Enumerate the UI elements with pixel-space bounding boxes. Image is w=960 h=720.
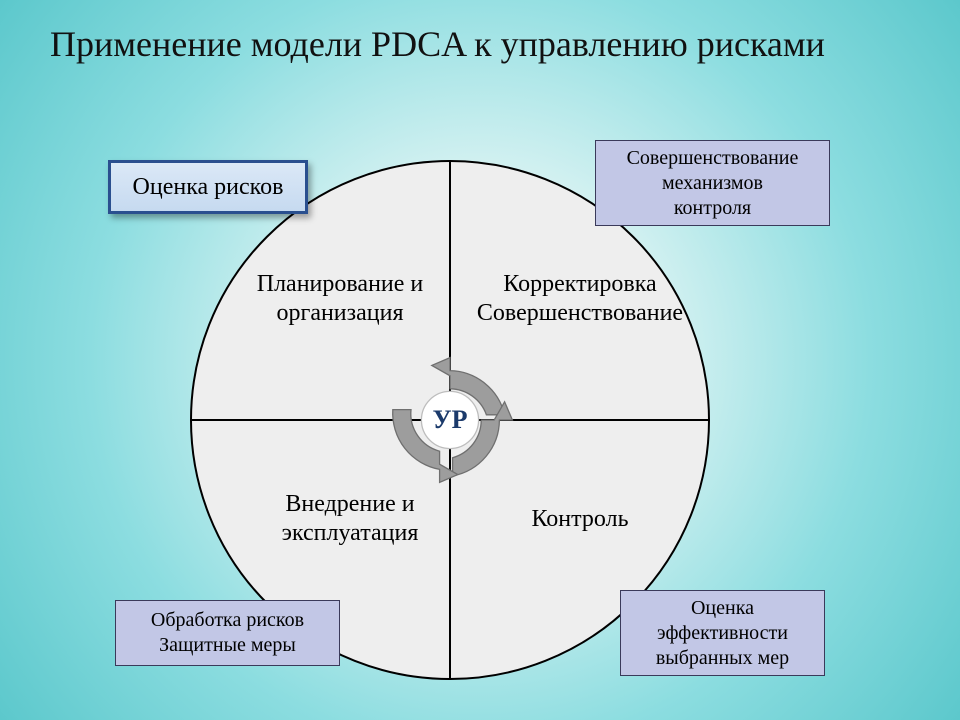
pdca-hub-label: УР — [385, 355, 515, 485]
callout-treat-risks: Обработка рисков Защитные меры — [115, 600, 340, 666]
quadrant-do: Внедрение и эксплуатация — [240, 490, 460, 548]
quadrant-check: Контроль — [480, 505, 680, 534]
callout-risk-assessment: Оценка рисков — [108, 160, 308, 214]
quadrant-plan: Планирование и организация — [230, 270, 450, 328]
callout-improve-controls: Совершенствование механизмов контроля — [595, 140, 830, 226]
slide-title: Применение модели PDCA к управлению риск… — [50, 22, 830, 67]
pdca-hub: УР — [385, 355, 515, 485]
quadrant-act: Корректировка Совершенствование — [460, 270, 700, 328]
slide: Применение модели PDCA к управлению риск… — [0, 0, 960, 720]
callout-evaluate-effectiveness: Оценка эффективности выбранных мер — [620, 590, 825, 676]
